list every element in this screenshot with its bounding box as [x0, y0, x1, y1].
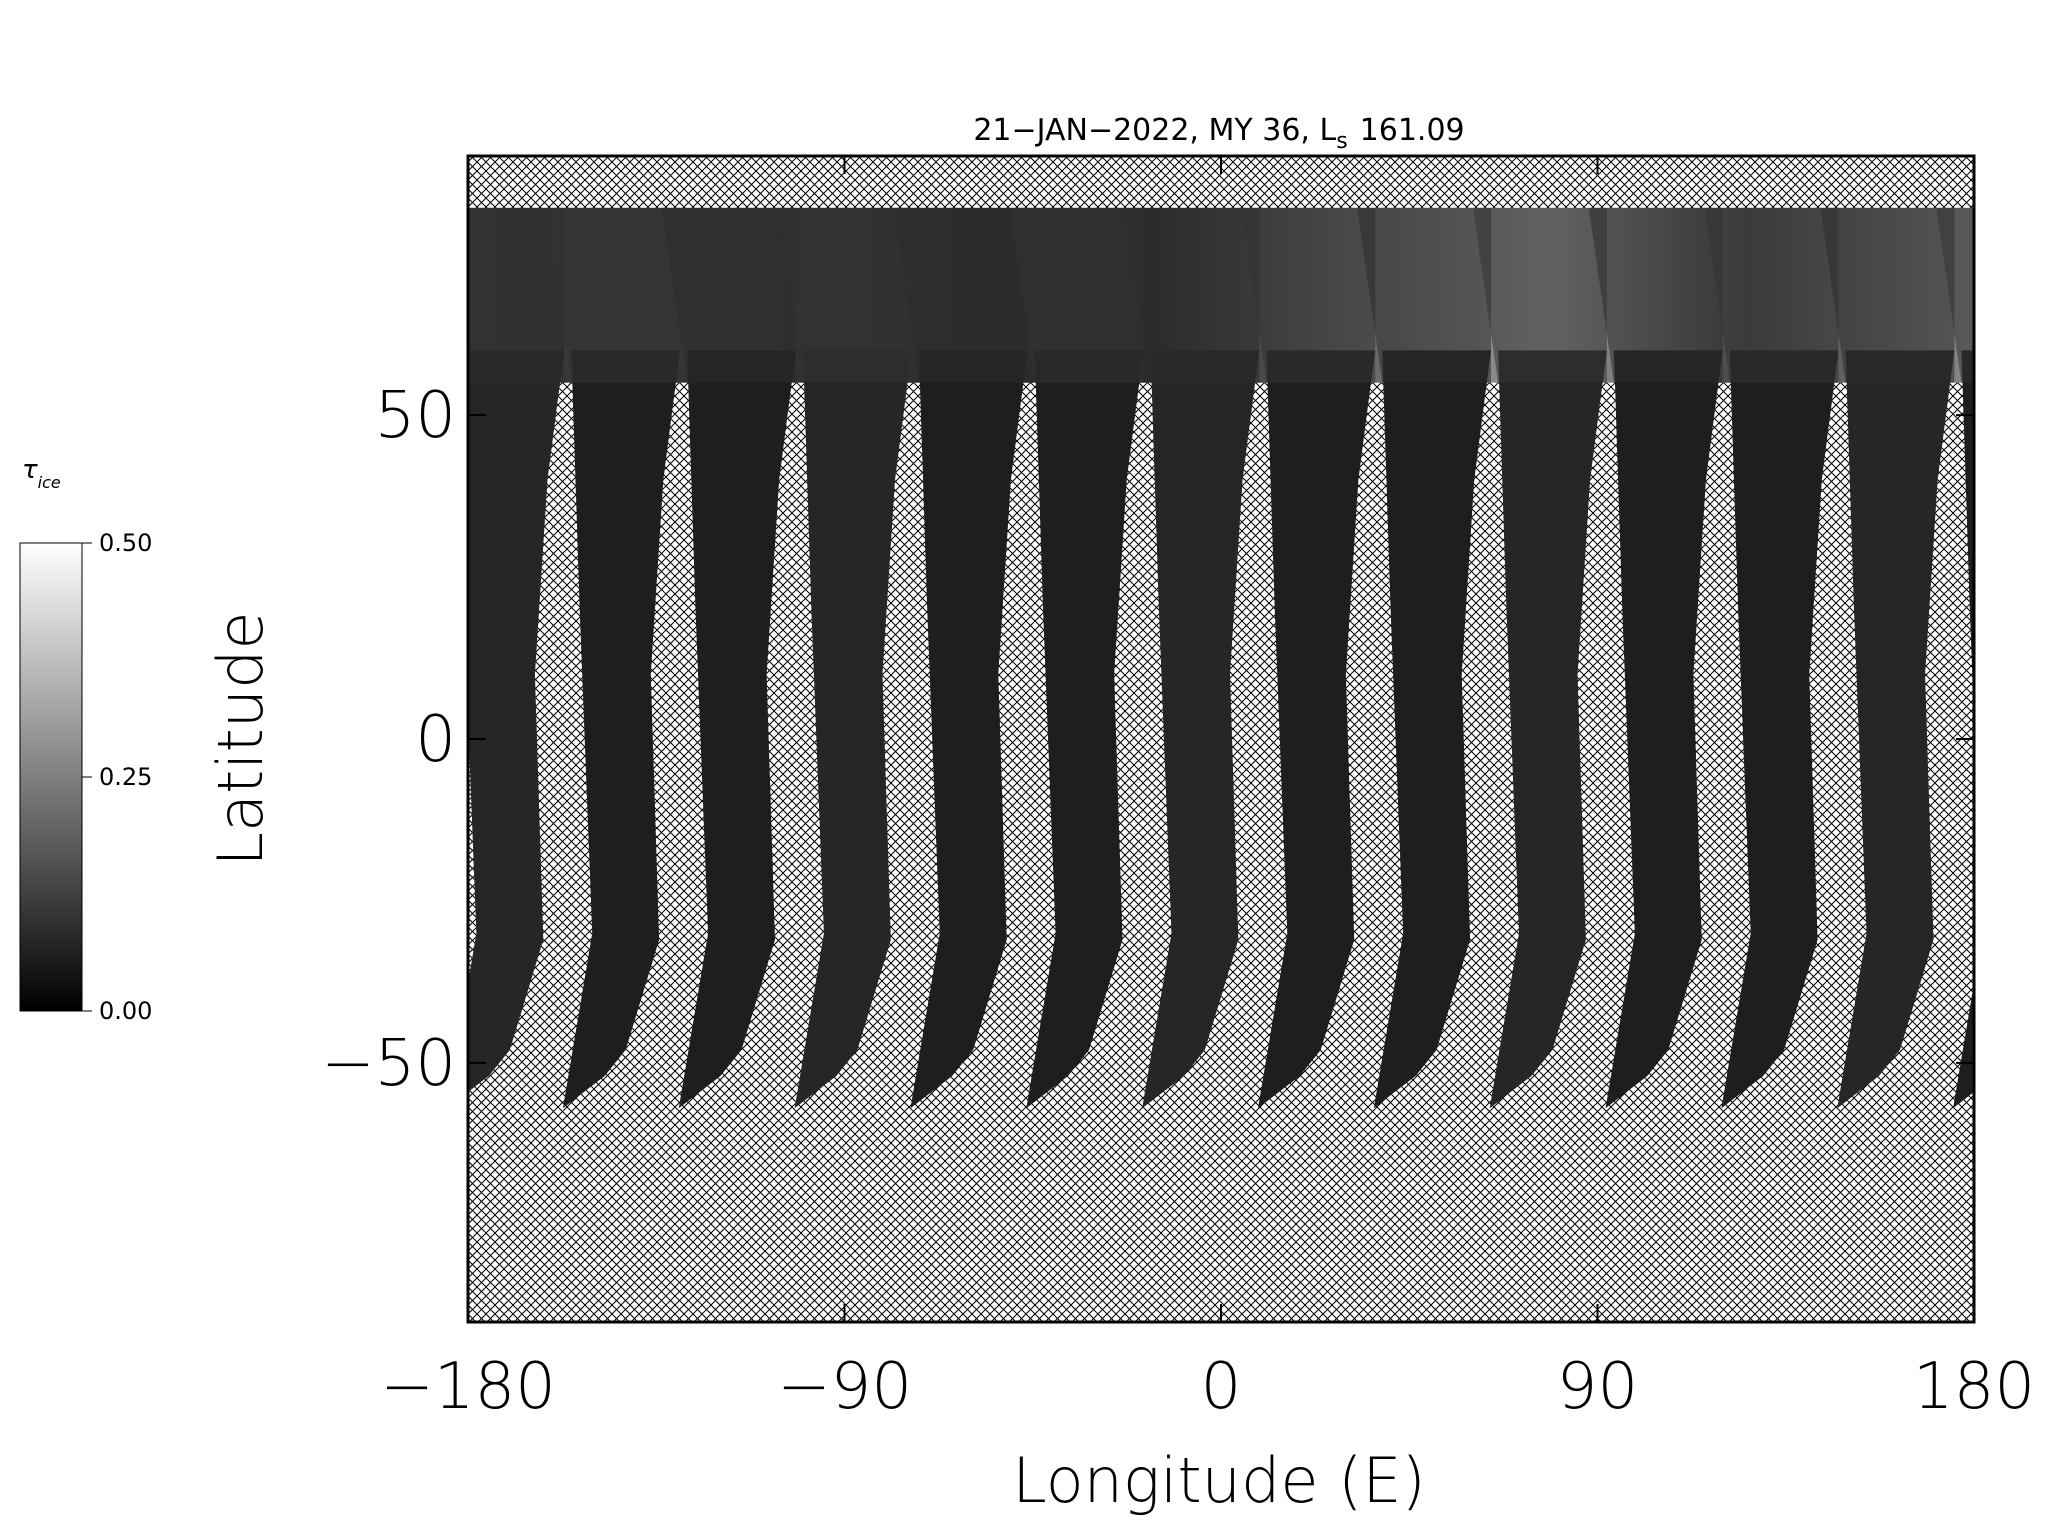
swath-top — [546, 207, 681, 383]
colorbar-symbol: τ — [22, 455, 38, 485]
swath — [678, 350, 796, 1109]
swath — [1837, 350, 1955, 1109]
x-axis-label: Longitude (E) — [1012, 1444, 1425, 1517]
swath — [1373, 350, 1491, 1109]
swath — [1258, 350, 1376, 1109]
swath — [910, 350, 1028, 1109]
swath-top — [1820, 207, 1955, 383]
swath — [1605, 350, 1723, 1109]
swath — [794, 350, 912, 1109]
y-tick-label: −50 — [321, 1027, 456, 1101]
swath — [1953, 350, 1974, 1109]
swath-top — [468, 207, 565, 383]
swath-top — [893, 207, 1028, 383]
swath — [468, 350, 565, 1093]
y-axis-label: Latitude — [204, 611, 277, 866]
swath-top — [1009, 207, 1144, 383]
swath-top — [1936, 207, 1974, 383]
title: 21−JAN−2022, MY 36, Ls 161.09 — [973, 113, 1464, 154]
swath-top — [1472, 207, 1607, 383]
swath — [1026, 350, 1144, 1109]
swaths — [468, 207, 1974, 1109]
title-end: 161.09 — [1360, 113, 1465, 148]
swath — [562, 350, 681, 1109]
swath — [1721, 350, 1839, 1109]
x-tick-label: 180 — [1913, 1350, 2035, 1424]
y-tick-label: 50 — [375, 379, 456, 453]
swath-top — [1357, 207, 1491, 383]
swath-top — [1588, 207, 1723, 383]
x-tick-label: 0 — [1201, 1350, 1242, 1424]
swath — [1142, 350, 1260, 1109]
title-text: 21−JAN−2022, MY 36, L — [973, 113, 1336, 148]
swath-top — [1241, 207, 1376, 383]
colorbar-subscript: ice — [38, 473, 61, 492]
x-tick-label: 90 — [1557, 1350, 1638, 1424]
x-tick-label: −180 — [380, 1350, 556, 1424]
title-subscript: s — [1336, 129, 1347, 154]
swath-top — [777, 207, 912, 383]
x-tick-label: −90 — [777, 1350, 912, 1424]
swath-top — [1125, 207, 1260, 383]
colorbar-tick-label: 0.25 — [99, 763, 152, 791]
colorbar — [19, 542, 83, 1012]
swath-top — [662, 207, 796, 383]
colorbar-label: τice — [22, 455, 61, 492]
colorbar-tick-label: 0.50 — [99, 529, 152, 557]
swath-top — [1704, 207, 1839, 383]
colorbar-tick-label: 0.00 — [99, 997, 152, 1025]
swath — [1489, 350, 1607, 1109]
y-tick-label: 0 — [415, 703, 456, 777]
